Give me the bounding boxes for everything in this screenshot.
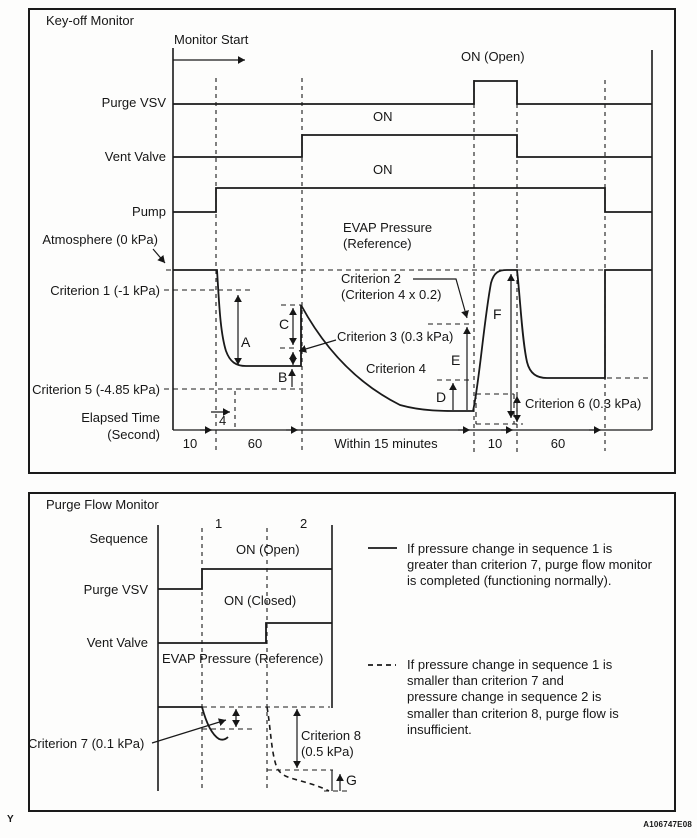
on-open-label: ON (Open) <box>461 49 525 64</box>
pump-waveform <box>173 187 652 213</box>
atmosphere-label: Atmosphere (0 kPa) <box>42 232 158 247</box>
criterion2-label-line1: Criterion 2 <box>341 271 401 286</box>
elapsed-time-label-line1: Elapsed Time <box>81 410 160 425</box>
legend-solid-line2: greater than criterion 7, purge flow mon… <box>407 557 652 572</box>
legend-solid-line3: is completed (functioning normally). <box>407 573 612 588</box>
time-segment-60b: 60 <box>550 436 566 451</box>
purge-vsv-waveform <box>173 80 652 105</box>
keyoff-title: Key-off Monitor <box>46 13 134 28</box>
criterion8-label-line1: Criterion 8 <box>301 728 361 743</box>
sequence-label: Sequence <box>89 531 148 546</box>
criterion5-label: Criterion 5 (-4.85 kPa) <box>32 382 160 397</box>
purgeflow-evap-pressure-label: EVAP Pressure (Reference) <box>162 651 324 666</box>
vent-valve-waveform <box>173 134 652 158</box>
keyoff-dashed-gridlines <box>215 78 606 454</box>
purge-vsv-label: Purge VSV <box>101 95 166 110</box>
criterion6-label: Criterion 6 (0.3 kPa) <box>525 396 642 411</box>
legend-dashed-line1: If pressure change in sequence 1 is <box>407 657 613 672</box>
purgeflow-on-closed-label: ON (Closed) <box>224 593 297 608</box>
letter-d: D <box>436 389 447 405</box>
purgeflow-purge-vsv-waveform <box>158 568 332 590</box>
sequence-2-label: 2 <box>300 516 308 531</box>
measurement-arrows <box>234 274 521 422</box>
keyoff-monitor-panel <box>28 8 676 474</box>
legend-dashed-line2: smaller than criterion 7 and <box>407 673 564 688</box>
time-segment-60a: 60 <box>247 436 263 451</box>
purgeflow-vent-valve-label: Vent Valve <box>86 635 148 650</box>
time-segment-within15: Within 15 minutes <box>334 436 438 451</box>
criterion8-label-line2: (0.5 kPa) <box>301 744 354 759</box>
monitor-start-label: Monitor Start <box>174 32 249 47</box>
figure-id: A106747E08 <box>643 820 692 829</box>
pressure-insufficient-trace <box>266 706 330 792</box>
evap-pressure-trace <box>173 269 652 412</box>
purgeflow-title: Purge Flow Monitor <box>46 497 159 512</box>
time-segment-10a: 10 <box>182 436 198 451</box>
letter-g: G <box>346 772 357 788</box>
evap-pressure-label-line2: (Reference) <box>343 236 412 251</box>
letter-b: B <box>278 369 288 385</box>
purgeflow-on-open-label: ON (Open) <box>236 542 300 557</box>
four-seconds-label: 4 <box>219 413 227 428</box>
time-segment-10b: 10 <box>487 436 503 451</box>
criterion3-label: Criterion 3 (0.3 kPa) <box>337 329 454 344</box>
elapsed-time-label-line2: (Second) <box>107 427 160 442</box>
legend-solid-line1: If pressure change in sequence 1 is <box>407 541 613 556</box>
criterion1-label: Criterion 1 (-1 kPa) <box>50 283 160 298</box>
keyoff-chart <box>152 48 653 454</box>
letter-e: E <box>451 352 461 368</box>
purgeflow-vent-valve-waveform <box>158 622 332 644</box>
criterion7-label: Criterion 7 (0.1 kPa) <box>28 736 145 751</box>
pump-label: Pump <box>132 204 166 219</box>
legend-dashed-line3: pressure change in sequence 2 is <box>407 689 602 704</box>
letter-f: F <box>493 306 502 322</box>
pump-on-label: ON <box>373 162 393 177</box>
criterion4-label: Criterion 4 <box>366 361 426 376</box>
letter-a: A <box>241 334 251 350</box>
leader-arrows <box>152 248 469 416</box>
corner-mark: Y <box>7 814 14 825</box>
evap-pressure-label-line1: EVAP Pressure <box>343 220 433 235</box>
purgeflow-purge-vsv-label: Purge VSV <box>83 582 148 597</box>
vent-on-label: ON <box>373 109 393 124</box>
purgeflow-chart <box>151 525 397 792</box>
pressure-normal-trace <box>158 706 229 741</box>
purgeflow-measurement-arrows <box>151 709 344 791</box>
criterion2-label-line2: (Criterion 4 x 0.2) <box>341 287 442 302</box>
legend-dashed-line5: insufficient. <box>407 722 472 737</box>
legend-dashed-line4: smaller than criterion 8, purge flow is <box>407 706 619 721</box>
sequence-1-label: 1 <box>215 516 223 531</box>
letter-c: C <box>279 316 290 332</box>
vent-valve-label: Vent Valve <box>104 149 166 164</box>
purge-flow-monitor-panel <box>28 492 676 812</box>
